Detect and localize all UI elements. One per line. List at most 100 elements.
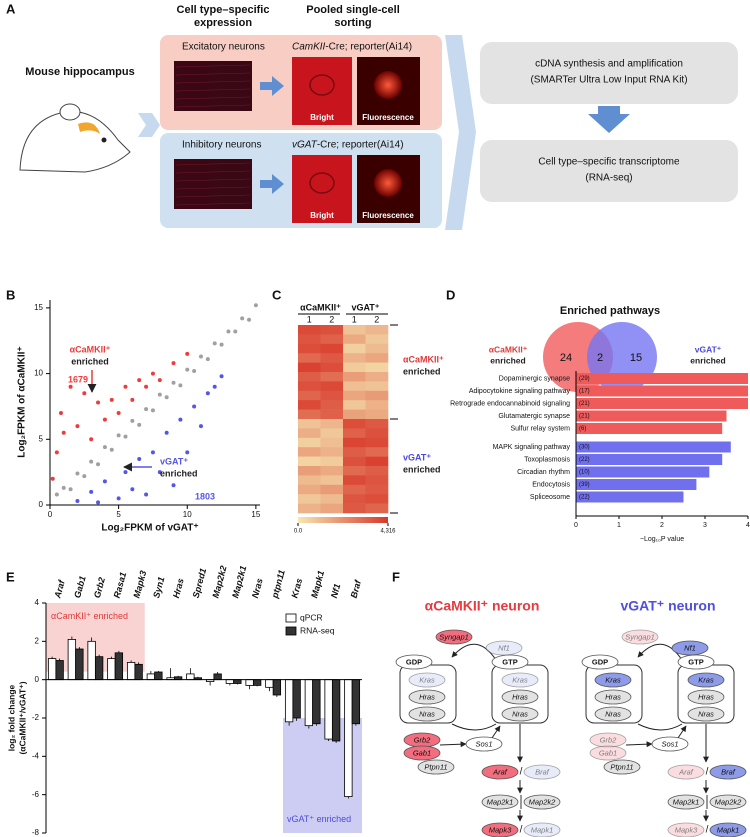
- point: [82, 474, 87, 479]
- region-label: vGAT⁺ enriched: [287, 814, 351, 824]
- panel-letter: B: [6, 287, 15, 302]
- tissue-streak: [175, 64, 251, 68]
- heat-cell: [343, 409, 366, 420]
- tissue-streak: [175, 96, 251, 100]
- pathway-diagram: vGAT⁺ neuron / / GDP Kras Hras Nras GTP Kras Hras…: [581, 598, 747, 837]
- heat-cell: [343, 447, 366, 457]
- count: 1679: [68, 374, 88, 384]
- point: [58, 411, 63, 416]
- point: [116, 433, 121, 438]
- heat-cell: [320, 437, 344, 448]
- node-label: Araf: [678, 767, 694, 776]
- heat-cell: [343, 466, 366, 476]
- x-tick-label: 0: [48, 510, 53, 519]
- bar: [107, 658, 116, 681]
- node: Mapk3: [481, 822, 519, 837]
- node: Mapk1: [709, 822, 747, 837]
- node: GDP: [395, 654, 433, 670]
- x-tick-label: Rasa1: [112, 571, 129, 599]
- bar: [94, 656, 104, 681]
- x-tick-label: Mapk3: [131, 569, 148, 599]
- heat-cell: [320, 484, 344, 495]
- bar: [67, 639, 77, 681]
- heat-cell: [298, 325, 321, 335]
- heat-cell: [365, 343, 389, 354]
- node: Gab1: [403, 745, 441, 761]
- heat-cell: [320, 325, 344, 335]
- point: [102, 445, 107, 450]
- heat-cell: [365, 447, 389, 457]
- x-tick-label: Araf: [52, 578, 67, 600]
- bar: [55, 660, 64, 681]
- node-shape: [581, 654, 619, 670]
- cycle-arrow: [451, 643, 497, 661]
- node-shape: [501, 706, 539, 722]
- node: Gab1: [589, 745, 627, 761]
- x-tick-label: Braf: [349, 578, 364, 599]
- count-label: (10): [579, 470, 590, 476]
- point: [82, 391, 87, 396]
- x-axis-label: Log₂FPKM of vGAT⁺: [101, 523, 198, 534]
- heat-cell: [298, 381, 321, 392]
- point: [96, 500, 101, 505]
- heat-cell: [298, 390, 321, 401]
- node: Kras: [408, 672, 446, 688]
- category-label: Toxoplasmosis: [524, 456, 570, 463]
- panel-letter: F: [392, 569, 400, 584]
- x-tick-label: ptpn11: [269, 569, 286, 600]
- diagram-title: αCaMKII⁺ neuron: [425, 598, 540, 614]
- column-group: αCaMKII⁺: [300, 302, 341, 312]
- source-label: Mouse hippocampus: [25, 66, 134, 78]
- bar: [351, 679, 361, 725]
- cycle-arrow: [451, 723, 497, 731]
- heat-cell: [320, 381, 344, 392]
- node: Araf: [481, 764, 519, 780]
- tissue-streak: [175, 202, 251, 206]
- point: [54, 450, 59, 455]
- count-label: (22): [579, 457, 590, 463]
- heat-cell: [343, 419, 366, 429]
- point: [150, 450, 155, 455]
- heat-cell: [320, 400, 344, 410]
- driver-suffix: -Cre; reporter(Ai14): [317, 140, 404, 151]
- node-label: Mapk3: [489, 825, 512, 834]
- heat-cell: [320, 390, 344, 401]
- bar: [265, 679, 274, 688]
- point: [109, 397, 114, 402]
- cycle-arrow: [637, 723, 683, 731]
- row-group-label: enriched: [403, 464, 441, 474]
- point: [219, 374, 224, 379]
- heat-cell: [365, 419, 389, 429]
- y-axis-label: (αCaMKII⁺/vGAT⁺): [17, 681, 27, 754]
- heat-cell: [343, 484, 366, 495]
- point: [137, 378, 142, 383]
- heat-cell: [343, 381, 366, 392]
- bar: [576, 373, 748, 384]
- point: [205, 391, 210, 396]
- panel-letter: A: [6, 1, 16, 16]
- node-label: Grb2: [600, 735, 618, 744]
- bar: [126, 662, 136, 681]
- point: [150, 371, 155, 376]
- driver-suffix: -Cre; reporter(Ai14): [325, 42, 412, 53]
- venn-count: 24: [560, 352, 572, 364]
- image-label: Bright: [310, 211, 334, 220]
- node: Ptpn11: [603, 759, 641, 775]
- x-tick-label: 15: [251, 510, 260, 519]
- x-tick-label: Nf1: [329, 583, 342, 600]
- legend-label: qPCR: [300, 612, 323, 622]
- node-label: GTP: [688, 657, 703, 666]
- node: Nf1: [485, 640, 523, 656]
- point: [157, 392, 162, 397]
- colorbar: [298, 517, 388, 523]
- point: [198, 354, 203, 359]
- big-arrow: [445, 35, 476, 230]
- legend-swatch: [285, 626, 297, 636]
- node: Map2k2: [709, 794, 747, 810]
- count-label: (22): [579, 495, 590, 501]
- node-shape: [523, 794, 561, 810]
- point: [150, 408, 155, 413]
- y-tick-label: 5: [39, 434, 44, 443]
- x-tick-label: Gab1: [72, 575, 87, 599]
- column-label: 1: [307, 314, 312, 324]
